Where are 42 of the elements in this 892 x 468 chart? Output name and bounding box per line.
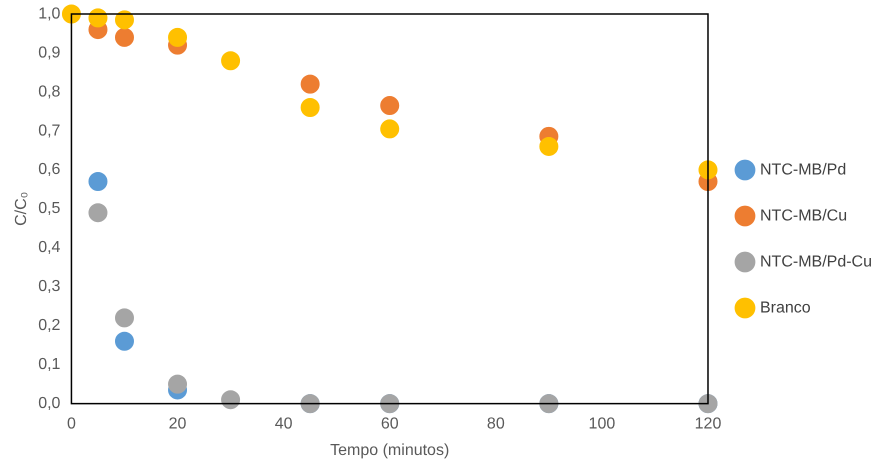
point: [380, 96, 400, 116]
y-tick-label: 0,7: [38, 122, 61, 140]
y-tick-label: 0,0: [38, 395, 61, 412]
point: [114, 332, 134, 351]
point: [380, 119, 400, 138]
point: [88, 203, 108, 222]
legend-label: NTC-MB/Pd: [760, 161, 846, 178]
point: [221, 390, 240, 410]
y-axis-title: C/C₀: [13, 192, 30, 226]
point: [114, 308, 134, 328]
x-tick-label: 80: [486, 416, 505, 433]
point: [300, 74, 320, 94]
y-tick-label: 0,6: [38, 161, 61, 178]
point: [62, 4, 81, 24]
x-axis-title: Tempo (minutos): [330, 442, 450, 459]
legend-label: Branco: [760, 299, 811, 316]
x-tick-label: 60: [380, 416, 399, 433]
point: [114, 10, 134, 30]
x-tick-label: 0: [66, 416, 76, 433]
y-tick-label: 1,0: [38, 5, 61, 22]
point: [88, 172, 108, 192]
x-tick-label: 100: [588, 416, 616, 433]
y-tick-label: 0,4: [38, 239, 61, 256]
legend-label: NTC-MB/Cu: [760, 207, 848, 224]
point: [88, 8, 108, 28]
legend-label: NTC-MB/Pd-Cu: [760, 253, 872, 270]
y-tick-label: 0,3: [38, 278, 61, 296]
y-tick-label: 0,5: [38, 200, 61, 218]
x-tick-label: 20: [168, 416, 187, 433]
point: [698, 160, 718, 180]
y-tick-label: 0,1: [38, 356, 61, 374]
point: [168, 374, 188, 394]
x-tick-label: 40: [274, 416, 293, 433]
y-tick-label: 0,2: [38, 317, 61, 334]
y-tick-label: 0,8: [38, 83, 61, 100]
point: [114, 28, 134, 47]
point: [300, 98, 320, 118]
x-tick-label: 120: [694, 416, 722, 433]
y-tick-label: 0,9: [38, 44, 61, 62]
point: [539, 136, 558, 156]
point: [221, 51, 240, 70]
point: [168, 28, 188, 47]
